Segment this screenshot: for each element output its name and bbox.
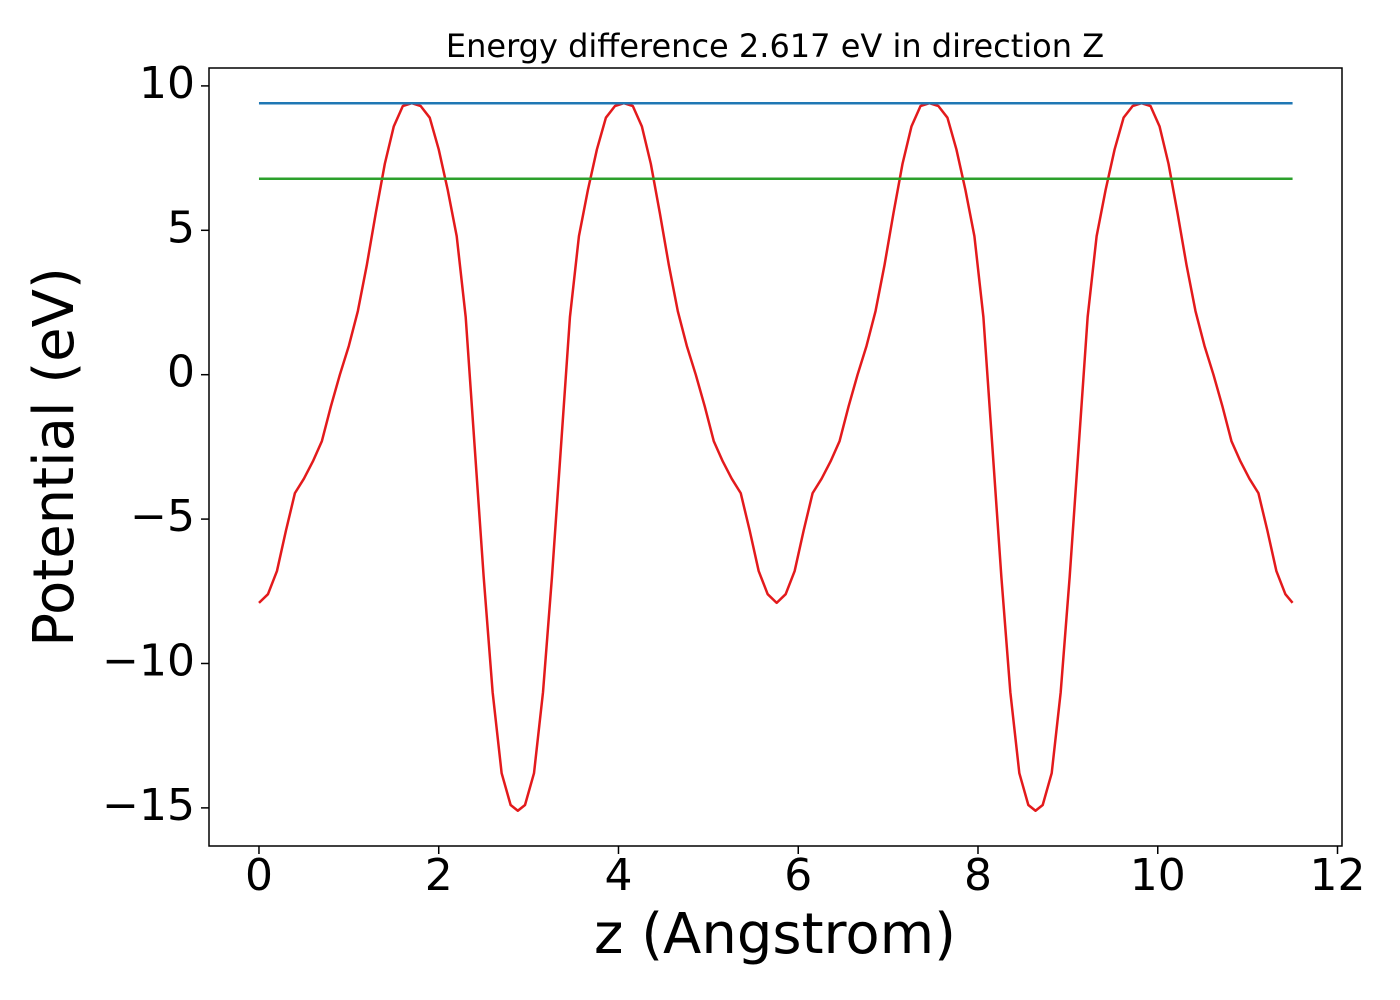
y-axis-label: Potential (eV) <box>22 267 87 647</box>
y-tick-label: 5 <box>167 202 195 253</box>
x-tick-label: 8 <box>964 850 992 901</box>
y-tick-label: −10 <box>102 635 195 686</box>
y-tick-label: −15 <box>102 780 195 831</box>
x-axis-label: z (Angstrom) <box>594 902 956 967</box>
chart-title: Energy difference 2.617 eV in direction … <box>446 27 1104 65</box>
y-tick-label: 10 <box>139 58 195 109</box>
plot-frame <box>208 67 1343 847</box>
x-tick-label: 2 <box>425 850 453 901</box>
x-tick-label: 4 <box>604 850 632 901</box>
x-tick-label: 0 <box>245 850 273 901</box>
x-tick-label: 10 <box>1130 850 1186 901</box>
x-tick-label: 6 <box>784 850 812 901</box>
y-tick-label: −5 <box>130 491 195 542</box>
line-series <box>258 101 1294 813</box>
x-tick-label: 12 <box>1310 850 1366 901</box>
y-tick-label: 0 <box>167 347 195 398</box>
